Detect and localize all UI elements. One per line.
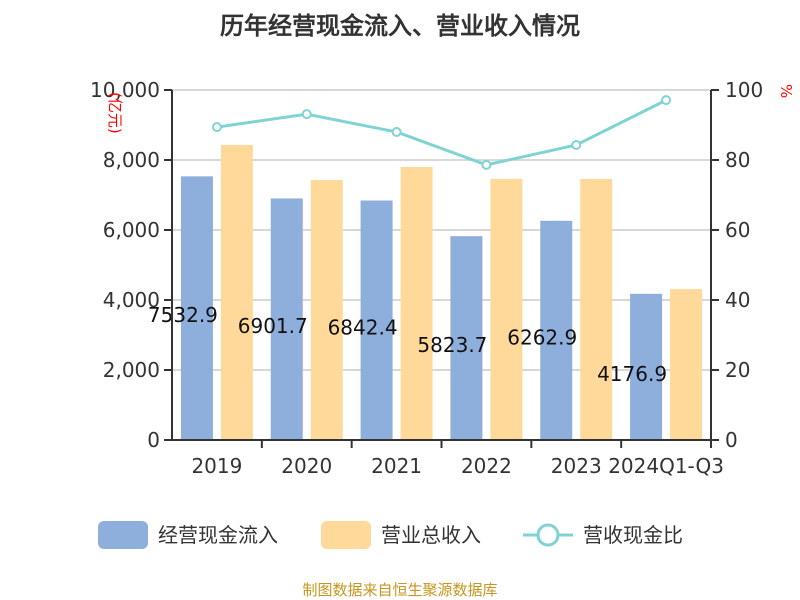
ratio-point [571,139,582,150]
y2-axis-unit: % [777,84,795,98]
bar-cash-inflow [450,236,483,440]
bar-revenue [310,179,343,440]
bar-revenue [580,178,613,440]
data-label: 7532.9 [148,303,218,327]
bar-cash-inflow [630,293,663,440]
y2-tick-label: 60 [725,218,750,242]
ratio-point [391,127,402,137]
y-tick-label: 8,000 [103,148,160,172]
bar-revenue [220,144,253,440]
data-label: 6901.7 [238,314,308,338]
x-tick-label: 2022 [461,454,512,478]
ratio-line [216,98,667,167]
legend-label-revenue: 营业总收入 [381,523,481,547]
legend-label-cash: 经营现金流入 [158,523,278,547]
legend-swatch-cash [98,521,148,549]
y-tick-label: 6,000 [103,218,160,242]
x-tick-label: 2021 [371,454,422,478]
legend-swatch-revenue [321,521,371,549]
bar-cash-inflow [360,200,393,440]
x-tick-label: 2023 [551,454,602,478]
source-note: 制图数据来自恒生聚源数据库 [302,581,498,599]
x-tick-label: 2019 [191,454,242,478]
y2-tick-label: 20 [725,358,750,382]
ratio-point [661,95,672,106]
legend-label-ratio: 营收现金比 [583,523,683,547]
bar-cash-inflow [180,176,213,440]
y-tick-label: 10,000 [90,78,160,102]
ratio-point [301,109,312,120]
bar-revenue [490,178,523,440]
y-tick-label: 4,000 [103,288,160,312]
data-label: 6842.4 [328,315,398,339]
ratio-point [211,122,222,133]
data-label: 6262.9 [507,325,577,349]
chart-title: 历年经营现金流入、营业收入情况 [220,12,580,40]
data-label: 4176.9 [597,362,667,386]
y-tick-label: 2,000 [103,358,160,382]
y-axis-unit: (亿元) [106,92,124,134]
ratio-point [481,159,492,170]
bar-cash-inflow [540,220,573,440]
y-tick-label: 0 [147,428,160,452]
y2-tick-label: 80 [725,148,750,172]
bar-revenue [670,289,703,440]
y2-tick-label: 100 [725,78,763,102]
legend-marker-ratio [536,523,560,547]
y2-tick-label: 40 [725,288,750,312]
bar-cash-inflow [270,198,303,440]
bar-revenue [400,167,433,440]
x-tick-label: 2020 [281,454,332,478]
y2-tick-label: 0 [725,428,738,452]
data-label: 5823.7 [417,333,487,357]
x-tick-label: 2024Q1-Q3 [608,454,724,478]
